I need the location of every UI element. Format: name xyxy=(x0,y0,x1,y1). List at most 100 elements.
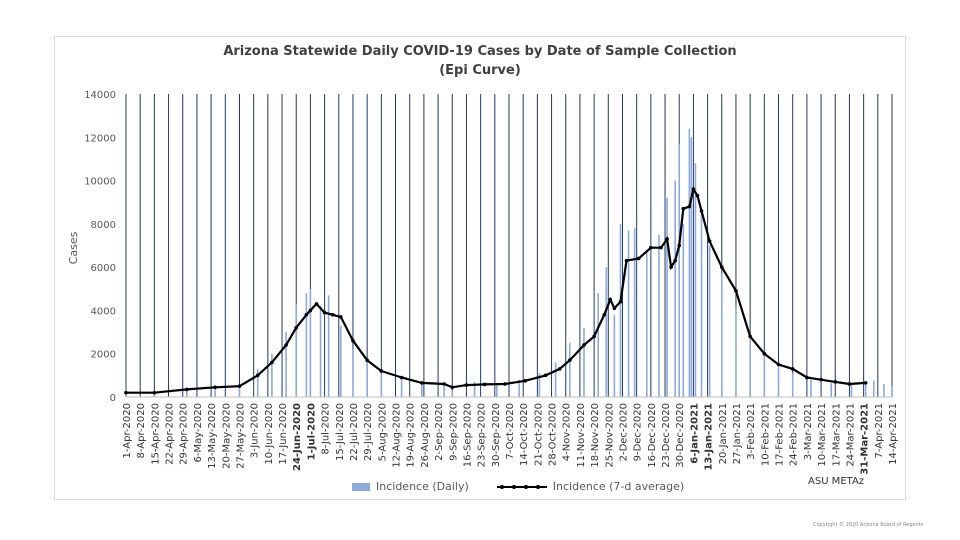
average-point xyxy=(669,265,673,269)
x-tick-label: 11-Nov-2020 xyxy=(576,403,587,468)
daily-bar xyxy=(633,228,636,397)
y-tick-label: 12000 xyxy=(84,133,116,144)
x-tick-label: 29-Jul-2020 xyxy=(363,403,374,461)
x-tick-label: 28-Oct-2020 xyxy=(548,403,559,466)
x-tick-label: 3-Mar-2021 xyxy=(803,403,814,460)
average-point xyxy=(659,245,663,250)
daily-bar xyxy=(830,382,833,397)
average-point xyxy=(681,206,686,211)
daily-bar xyxy=(810,379,812,397)
x-tick-label: 13-May-2020 xyxy=(207,403,218,469)
daily-bar xyxy=(319,306,322,397)
daily-bar xyxy=(850,384,853,397)
average-point xyxy=(284,343,288,347)
x-tick-label: 21-Oct-2020 xyxy=(533,403,544,466)
daily-bar xyxy=(597,293,599,397)
daily-bar xyxy=(366,362,368,397)
x-tick-label: 22-Apr-2020 xyxy=(165,403,176,465)
daily-bar xyxy=(690,137,693,398)
x-tick-label: 17-Jun-2020 xyxy=(278,403,289,465)
daily-bar xyxy=(694,163,697,397)
average-point xyxy=(152,390,157,395)
average-point xyxy=(339,315,343,319)
daily-bar xyxy=(763,353,766,397)
average-point xyxy=(691,187,696,192)
daily-bar xyxy=(735,306,737,397)
chart-frame xyxy=(54,36,906,500)
watermark: ASU METAz xyxy=(808,476,865,487)
daily-bar xyxy=(777,364,780,397)
legend-item-daily: Incidence (Daily) xyxy=(352,480,469,493)
daily-bar xyxy=(238,385,241,397)
x-tick-label: 8-Jul-2020 xyxy=(321,403,332,455)
daily-bar xyxy=(645,251,648,397)
average-point xyxy=(612,306,617,311)
x-tick-label: 6-May-2020 xyxy=(193,403,204,463)
x-tick-label: 6-Jan-2021 xyxy=(689,403,700,464)
x-tick-label: 1-Apr-2020 xyxy=(122,403,133,458)
average-point xyxy=(322,310,327,315)
daily-bars xyxy=(125,128,893,398)
x-tick-label: 9-Sep-2020 xyxy=(448,403,459,461)
x-tick-label: 14-Apr-2021 xyxy=(888,403,899,465)
daily-bar xyxy=(538,373,541,397)
x-tick-label: 18-Nov-2020 xyxy=(590,403,601,468)
daily-bar xyxy=(568,342,571,397)
average-point xyxy=(636,256,641,261)
chart-subtitle: (Epi Curve) xyxy=(439,63,521,78)
x-tick-label: 24-Feb-2021 xyxy=(789,403,800,466)
x-tick-label: 29-Apr-2020 xyxy=(179,403,190,465)
daily-bar xyxy=(678,143,681,397)
x-tick-label: 30-Dec-2020 xyxy=(675,403,686,468)
legend-label-daily: Incidence (Daily) xyxy=(376,480,469,493)
average-point xyxy=(567,358,572,363)
x-tick-label: 31-Mar-2021 xyxy=(860,403,871,475)
daily-bar xyxy=(688,128,691,397)
average-point xyxy=(618,299,623,304)
y-axis-label: Cases xyxy=(67,231,80,264)
x-tick-label: 3-Feb-2021 xyxy=(746,403,757,460)
x-tick-label: 20-Jan-2021 xyxy=(718,403,729,464)
x-tick-label: 8-Apr-2020 xyxy=(136,403,147,458)
average-point xyxy=(695,193,700,198)
legend: Incidence (Daily) Incidence (7-d average… xyxy=(352,480,712,493)
average-point xyxy=(762,351,767,356)
daily-bar xyxy=(720,273,723,397)
x-tick-label: 25-Nov-2020 xyxy=(604,403,615,468)
x-tick-label: 1-Jul-2020 xyxy=(306,403,317,460)
y-tick-label: 0 xyxy=(110,393,116,404)
daily-bar xyxy=(496,384,498,397)
gridlines xyxy=(125,94,893,397)
daily-bar xyxy=(256,368,259,397)
legend-swatch-bar xyxy=(352,482,370,491)
daily-bar xyxy=(271,353,273,397)
x-tick-label: 10-Jun-2020 xyxy=(264,403,275,465)
x-tick-label: 5-Aug-2020 xyxy=(377,403,388,461)
daily-bar xyxy=(473,381,476,397)
x-tick-label: 3-Jun-2020 xyxy=(250,403,261,458)
average-point xyxy=(420,381,424,385)
average-point xyxy=(184,387,189,392)
x-tick-label: 26-Aug-2020 xyxy=(420,403,431,468)
daily-bar xyxy=(400,379,403,397)
y-tick-label: 8000 xyxy=(91,220,116,231)
average-point xyxy=(270,360,274,365)
x-tick-label: 22-Jul-2020 xyxy=(349,403,360,461)
average-point xyxy=(665,237,669,241)
daily-bar xyxy=(613,314,616,397)
chart-title: Arizona Statewide Daily COVID-19 Cases b… xyxy=(223,44,737,59)
x-tick-label: 13-Jan-2021 xyxy=(704,403,715,471)
average-point xyxy=(399,375,404,380)
x-tick-label: 27-Jan-2021 xyxy=(732,403,743,464)
daily-bar xyxy=(305,293,308,397)
average-point xyxy=(330,312,335,317)
daily-bar xyxy=(619,223,622,397)
daily-bar xyxy=(583,327,585,397)
x-tick-label: 23-Sep-2020 xyxy=(477,403,488,467)
x-tick-label: 27-May-2020 xyxy=(235,403,246,469)
daily-bar xyxy=(380,373,383,397)
x-tick-label: 16-Sep-2020 xyxy=(462,403,473,467)
average-point xyxy=(790,367,795,371)
average-point xyxy=(314,302,319,306)
